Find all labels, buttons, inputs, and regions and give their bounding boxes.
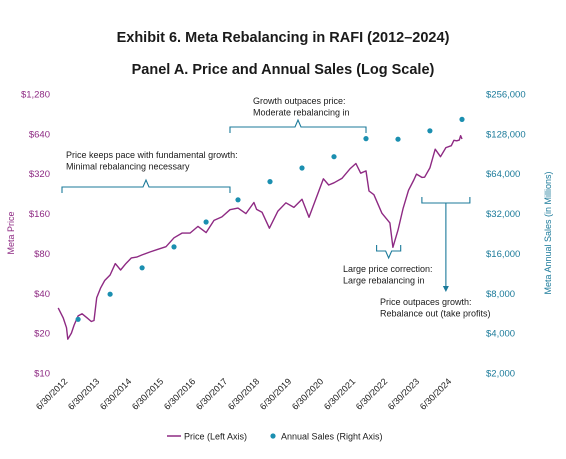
bracket-a1 xyxy=(61,178,231,193)
x-tick-label: 6/30/2019 xyxy=(258,376,293,411)
sales-point xyxy=(459,116,465,122)
y-axis-right-label: Meta Annual Sales (in Millions) xyxy=(543,171,553,294)
annotation-a2-text: Growth outpaces price: xyxy=(253,96,346,106)
annotation-a1-text: Minimal rebalancing necessary xyxy=(66,162,190,172)
annotations: Price keeps pace with fundamental growth… xyxy=(61,96,491,319)
x-tick-label: 6/30/2022 xyxy=(354,376,389,411)
legend: Price (Left Axis) Annual Sales (Right Axi… xyxy=(167,432,383,442)
sales-point xyxy=(331,154,337,160)
right-tick-label: $256,000 xyxy=(486,90,526,101)
x-tick-label: 6/30/2024 xyxy=(418,376,453,411)
legend-price-label: Price (Left Axis) xyxy=(184,432,247,442)
left-tick-label: $80 xyxy=(34,249,50,260)
chart-title: Exhibit 6. Meta Rebalancing in RAFI (201… xyxy=(116,30,450,46)
x-axis-ticks: 6/30/20126/30/20136/30/20146/30/20156/30… xyxy=(34,376,453,411)
x-tick-label: 6/30/2020 xyxy=(290,376,325,411)
annotation-a3-text: Large price correction: xyxy=(343,264,433,274)
annotation-a4-text: Price outpaces growth: xyxy=(380,297,472,307)
x-tick-label: 6/30/2023 xyxy=(386,376,421,411)
left-tick-label: $40 xyxy=(34,289,50,300)
annotation-a1-text: Price keeps pace with fundamental growth… xyxy=(66,150,238,160)
x-tick-label: 6/30/2013 xyxy=(66,376,101,411)
right-tick-label: $16,000 xyxy=(486,249,520,260)
chart-subtitle: Panel A. Price and Annual Sales (Log Sca… xyxy=(131,62,435,78)
sales-point xyxy=(203,219,209,225)
x-tick-label: 6/30/2018 xyxy=(226,376,261,411)
annotation-a4-text: Rebalance out (take profits) xyxy=(380,309,491,319)
sales-point xyxy=(75,316,81,322)
left-tick-label: $10 xyxy=(34,369,50,380)
price-series-line xyxy=(57,135,463,340)
sales-point xyxy=(235,197,241,203)
sales-point xyxy=(363,136,369,142)
sales-point xyxy=(107,291,113,297)
sales-point xyxy=(395,136,401,142)
x-tick-label: 6/30/2012 xyxy=(34,376,69,411)
annotation-a3-text: Large rebalancing in xyxy=(343,276,425,286)
left-tick-label: $1,280 xyxy=(21,90,50,101)
x-tick-label: 6/30/2016 xyxy=(162,376,197,411)
x-tick-label: 6/30/2015 xyxy=(130,376,165,411)
bracket-a4 xyxy=(421,197,471,204)
x-tick-label: 6/30/2014 xyxy=(98,376,133,411)
right-tick-label: $128,000 xyxy=(486,129,526,140)
right-tick-label: $4,000 xyxy=(486,329,515,340)
legend-sales-swatch xyxy=(270,433,276,439)
y-axis-left-label: Meta Price xyxy=(6,211,16,254)
annotation-a2-text: Moderate rebalancing in xyxy=(253,108,350,118)
left-tick-label: $640 xyxy=(29,129,50,140)
x-tick-label: 6/30/2017 xyxy=(194,376,229,411)
sales-point xyxy=(299,165,305,171)
sales-point xyxy=(427,128,433,134)
right-tick-label: $64,000 xyxy=(486,169,520,180)
left-tick-label: $20 xyxy=(34,329,50,340)
arrowhead-a4 xyxy=(442,286,449,292)
right-tick-label: $2,000 xyxy=(486,369,515,380)
legend-sales-label: Annual Sales (Right Axis) xyxy=(281,432,383,442)
sales-point xyxy=(171,244,177,250)
right-tick-label: $8,000 xyxy=(486,289,515,300)
bracket-a3 xyxy=(376,245,402,260)
sales-point xyxy=(267,179,273,185)
left-axis-ticks: $10 $20 $40 $80 $160 $320 $640 $1,280 xyxy=(21,90,50,380)
bracket-a2 xyxy=(229,118,367,133)
x-tick-label: 6/30/2021 xyxy=(322,376,357,411)
left-tick-label: $160 xyxy=(29,209,50,220)
right-tick-label: $32,000 xyxy=(486,209,520,220)
plot-area xyxy=(57,116,465,340)
left-tick-label: $320 xyxy=(29,169,50,180)
right-axis-ticks: $2,000 $4,000 $8,000 $16,000 $32,000 $64,000 $… xyxy=(486,90,526,380)
sales-point xyxy=(139,265,145,271)
